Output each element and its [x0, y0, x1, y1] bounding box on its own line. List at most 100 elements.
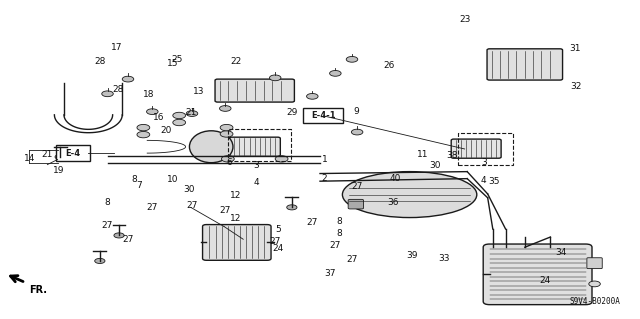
Text: 8: 8 — [105, 198, 110, 207]
Text: 26: 26 — [383, 61, 395, 70]
Circle shape — [186, 111, 198, 116]
Text: 20: 20 — [161, 126, 172, 135]
Circle shape — [137, 131, 150, 138]
Text: 21: 21 — [42, 150, 53, 159]
Text: 7: 7 — [137, 181, 142, 190]
FancyBboxPatch shape — [587, 258, 602, 269]
Text: 40: 40 — [390, 174, 401, 183]
Circle shape — [102, 91, 113, 97]
Circle shape — [147, 109, 158, 115]
Circle shape — [275, 156, 288, 162]
Text: 11: 11 — [417, 150, 428, 159]
Circle shape — [220, 124, 233, 131]
Text: 6: 6 — [227, 158, 232, 167]
Text: 8: 8 — [337, 229, 342, 238]
Ellipse shape — [189, 131, 233, 163]
Text: 21: 21 — [185, 108, 196, 117]
Text: 38: 38 — [446, 151, 458, 160]
FancyBboxPatch shape — [56, 145, 90, 161]
Text: 27: 27 — [330, 241, 341, 250]
Circle shape — [221, 156, 234, 162]
Text: 8: 8 — [132, 175, 137, 184]
Text: 28: 28 — [112, 85, 124, 94]
FancyBboxPatch shape — [202, 225, 271, 260]
Circle shape — [346, 56, 358, 62]
Text: 34: 34 — [555, 248, 566, 257]
Circle shape — [351, 129, 363, 135]
Text: 37: 37 — [324, 269, 336, 278]
FancyBboxPatch shape — [229, 137, 280, 156]
Text: 39: 39 — [406, 251, 418, 260]
Text: 18: 18 — [143, 90, 154, 99]
Text: 19: 19 — [53, 166, 65, 175]
Text: 27: 27 — [186, 201, 198, 210]
Text: FR.: FR. — [29, 285, 47, 294]
FancyBboxPatch shape — [487, 49, 563, 80]
Text: 31: 31 — [569, 44, 580, 53]
Circle shape — [307, 93, 318, 99]
Text: 4: 4 — [481, 176, 486, 185]
Text: 25: 25 — [171, 56, 182, 64]
Text: 27: 27 — [351, 182, 363, 191]
Text: 27: 27 — [307, 218, 318, 227]
Circle shape — [173, 119, 186, 126]
Text: 3: 3 — [481, 158, 486, 167]
Circle shape — [330, 70, 341, 76]
Text: 36: 36 — [387, 198, 399, 207]
Text: 30: 30 — [429, 161, 441, 170]
Text: 8: 8 — [337, 217, 342, 226]
Text: 33: 33 — [438, 254, 450, 263]
Circle shape — [95, 258, 105, 263]
Text: 16: 16 — [153, 113, 164, 122]
Text: 27: 27 — [102, 221, 113, 230]
Circle shape — [589, 281, 600, 287]
Text: 10: 10 — [167, 175, 179, 184]
Circle shape — [269, 75, 281, 81]
Text: 27: 27 — [147, 203, 158, 212]
Circle shape — [287, 205, 297, 210]
FancyBboxPatch shape — [348, 199, 364, 209]
Circle shape — [220, 131, 233, 137]
FancyBboxPatch shape — [303, 108, 343, 123]
Text: 23: 23 — [459, 15, 470, 24]
Text: 5: 5 — [276, 225, 281, 234]
Text: 12: 12 — [230, 191, 241, 200]
Circle shape — [55, 154, 65, 160]
Text: 30: 30 — [184, 185, 195, 194]
Text: 32: 32 — [570, 82, 582, 91]
Text: 22: 22 — [230, 57, 241, 66]
FancyBboxPatch shape — [483, 244, 592, 305]
Text: 24: 24 — [273, 244, 284, 253]
Circle shape — [122, 76, 134, 82]
Text: 27: 27 — [122, 235, 134, 244]
Circle shape — [137, 124, 150, 131]
Bar — [458, 133, 513, 165]
Text: 27: 27 — [346, 255, 358, 264]
Text: E-4: E-4 — [65, 149, 81, 158]
Text: 3: 3 — [253, 161, 259, 170]
Text: 35: 35 — [488, 177, 500, 186]
Bar — [228, 129, 291, 161]
Text: E-4-1: E-4-1 — [311, 111, 335, 120]
Text: 27: 27 — [269, 237, 281, 246]
Circle shape — [173, 112, 186, 119]
Circle shape — [220, 106, 231, 111]
Text: 28: 28 — [94, 57, 106, 66]
Text: 1: 1 — [323, 155, 328, 164]
Text: 14: 14 — [24, 154, 35, 163]
Text: 9: 9 — [353, 107, 358, 115]
Text: 29: 29 — [286, 108, 298, 117]
FancyBboxPatch shape — [215, 79, 294, 102]
FancyBboxPatch shape — [451, 139, 501, 158]
Text: 24: 24 — [540, 276, 551, 285]
Text: 12: 12 — [230, 214, 241, 223]
Text: 4: 4 — [253, 178, 259, 187]
Text: 17: 17 — [111, 43, 122, 52]
Text: 2: 2 — [321, 174, 326, 183]
Text: 27: 27 — [220, 206, 231, 215]
Circle shape — [114, 233, 124, 238]
Text: 13: 13 — [193, 87, 204, 96]
Text: S9V4-B0200A: S9V4-B0200A — [570, 297, 621, 306]
Text: 15: 15 — [167, 59, 179, 68]
Ellipse shape — [342, 172, 477, 218]
